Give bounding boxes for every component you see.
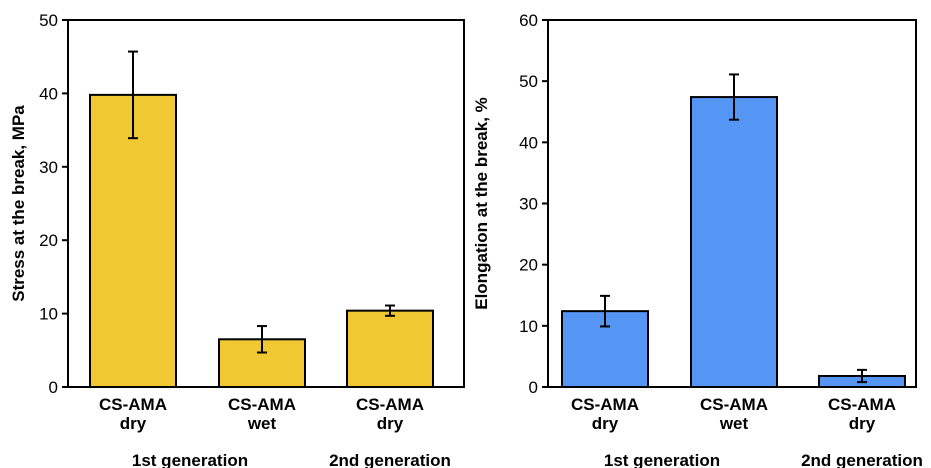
x-tick-label-1-line2: wet [247, 414, 277, 433]
y-tick-label-0: 0 [529, 378, 538, 397]
x-tick-label-1-line1: CS-AMA [228, 395, 296, 414]
x-tick-label-2-line2: dry [377, 414, 404, 433]
y-axis-ticks: 0 10 20 30 40 50 [39, 11, 68, 397]
bars-layer [89, 50, 434, 389]
x-tick-label-2-line2: dry [849, 414, 876, 433]
x-tick-label-2-line1: CS-AMA [356, 395, 424, 414]
bar-2 [346, 309, 434, 388]
x-tick-label-0-line2: dry [592, 414, 619, 433]
group-label-1st-generation: 1st generation [132, 451, 248, 468]
y-tick-label-3: 30 [39, 158, 58, 177]
y-axis-label: Elongation at the break, % [472, 97, 491, 310]
stress-chart: 0 10 20 30 40 50 Stress at the break, MPa CS-… [9, 11, 465, 468]
y-tick-label-0: 0 [49, 378, 58, 397]
bar-1 [690, 96, 778, 388]
y-tick-label-5: 50 [519, 72, 538, 91]
y-tick-label-3: 30 [519, 195, 538, 214]
bars-layer [561, 73, 906, 388]
y-tick-label-2: 20 [519, 256, 538, 275]
y-tick-label-1: 10 [519, 317, 538, 336]
x-tick-label-0-line1: CS-AMA [99, 395, 167, 414]
x-tick-label-0-line1: CS-AMA [571, 395, 639, 414]
y-tick-label-1: 10 [39, 305, 58, 324]
y-tick-label-5: 50 [39, 11, 58, 30]
group-label-2nd-generation: 2nd generation [329, 451, 451, 468]
elongation-chart: 0 10 20 30 40 50 60 Elongation at the break, %… [472, 11, 923, 468]
y-tick-label-4: 40 [519, 133, 538, 152]
x-tick-label-0-line2: dry [120, 414, 147, 433]
group-label-1st-generation: 1st generation [604, 451, 720, 468]
y-tick-label-4: 40 [39, 84, 58, 103]
y-axis-ticks: 0 10 20 30 40 50 60 [519, 11, 548, 397]
x-tick-label-2-line1: CS-AMA [828, 395, 896, 414]
y-tick-label-2: 20 [39, 231, 58, 250]
y-tick-label-6: 60 [519, 11, 538, 30]
x-tick-label-1-line2: wet [719, 414, 749, 433]
group-label-2nd-generation: 2nd generation [801, 451, 923, 468]
x-tick-label-1-line1: CS-AMA [700, 395, 768, 414]
y-axis-label: Stress at the break, MPa [9, 105, 28, 302]
